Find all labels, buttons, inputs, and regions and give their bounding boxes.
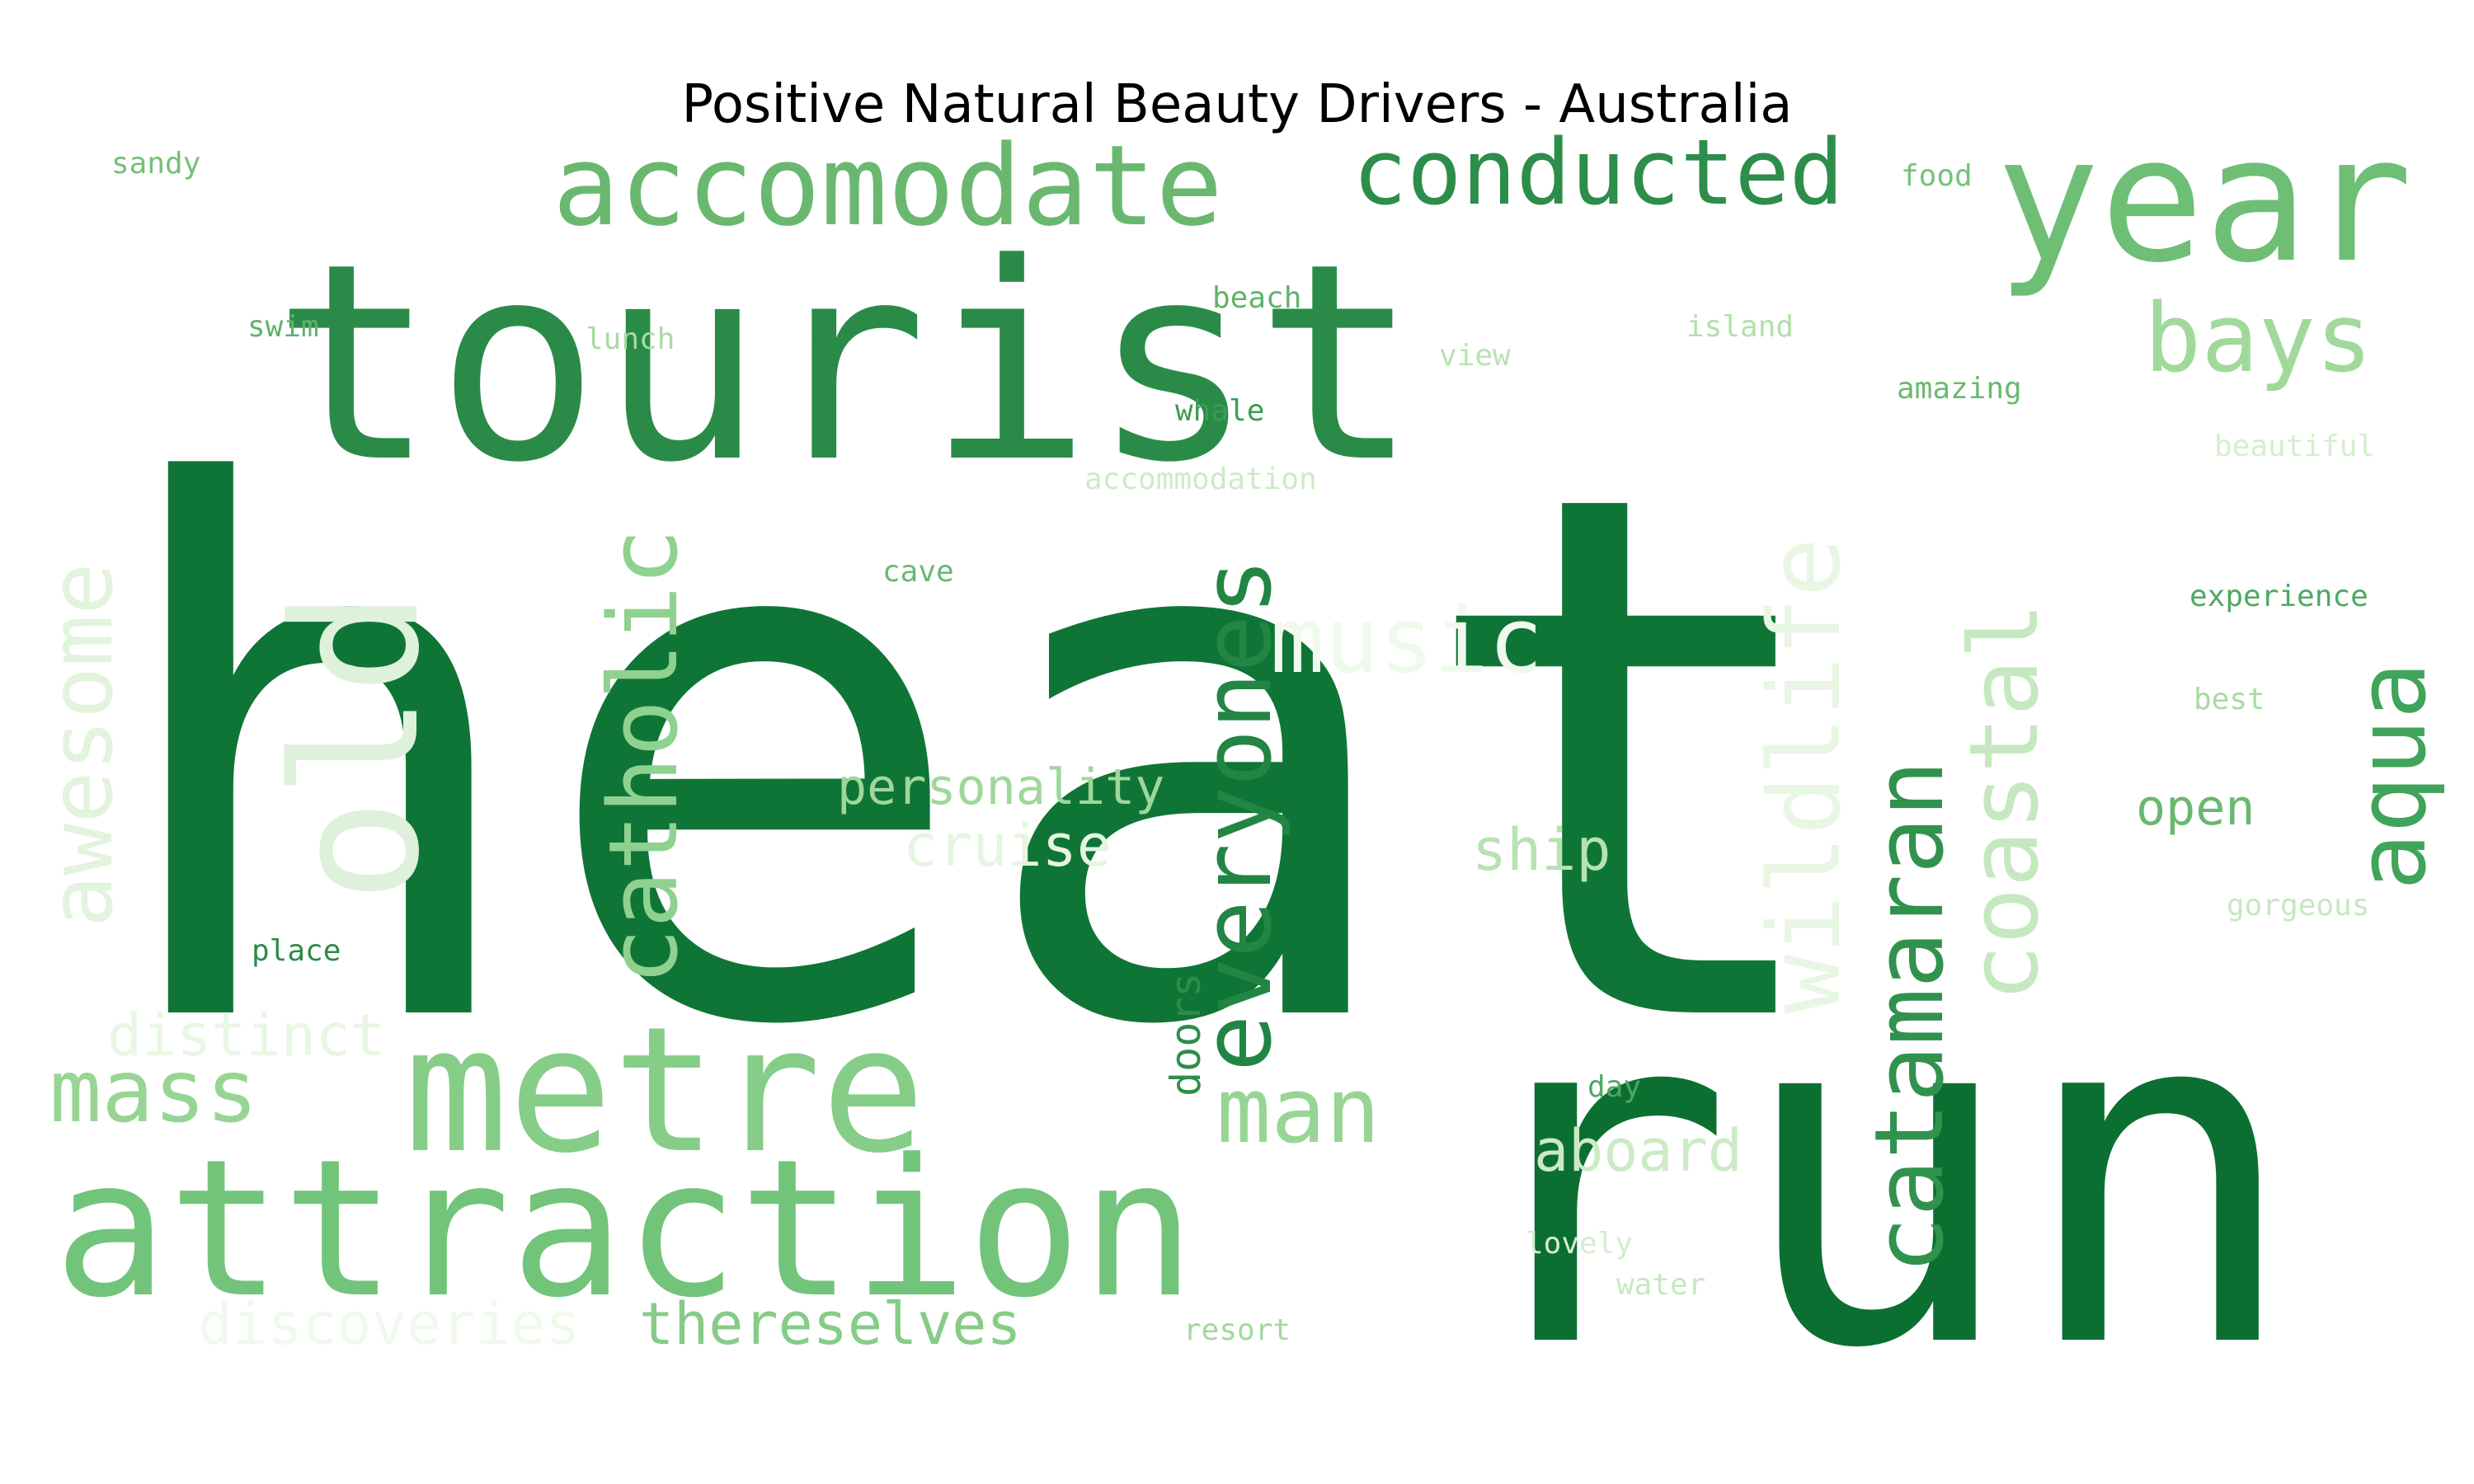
word-catamaran: catamaran (1855, 760, 1965, 1274)
word-coastal: coastal (1950, 602, 2060, 1002)
word-lunch: lunch (586, 322, 675, 356)
word-bays: bays (2144, 284, 2373, 394)
word-attraction: attraction (54, 1120, 1196, 1340)
word-island: island (1686, 310, 1794, 344)
word-lovely: lovely (1526, 1227, 1633, 1261)
word-cave: cave (882, 555, 954, 589)
word-awesome: awesome (31, 562, 132, 928)
word-gorgeous: gorgeous (2227, 889, 2369, 923)
word-mass: mass (49, 1041, 258, 1142)
word-music: music (1270, 588, 1543, 693)
word-distinct: distinct (107, 1002, 385, 1069)
word-food: food (1901, 159, 1973, 193)
word-old: old (256, 590, 458, 903)
word-doors: doors (1162, 972, 1210, 1097)
word-day: day (1587, 1070, 1641, 1104)
word-experience: experience (2189, 580, 2368, 613)
word-thereselves: thereselves (639, 1290, 1022, 1358)
word-ship: ship (1472, 816, 1611, 884)
word-metre: metre (404, 989, 925, 1191)
word-wildlife: wildlife (1748, 538, 1863, 1014)
chart-title: Positive Natural Beauty Drivers - Austra… (682, 74, 1793, 135)
word-everyones: everyones (1183, 558, 1293, 1072)
word-cruise: cruise (903, 812, 1112, 880)
word-amazing: amazing (1897, 372, 2022, 406)
word-place: place (252, 934, 341, 968)
word-best: best (2194, 683, 2265, 716)
word-swim: swim (247, 310, 319, 344)
word-accommodation: accommodation (1084, 463, 1317, 496)
word-beach: beach (1212, 281, 1301, 315)
word-resort: resort (1183, 1313, 1291, 1347)
word-run: run (1451, 904, 2301, 1451)
word-view: view (1439, 339, 1511, 373)
word-accomodate: accomodate (553, 121, 1223, 251)
word-tourist: tourist (272, 205, 1419, 522)
word-aqua: aqua (2337, 662, 2448, 890)
word-discoveries: discoveries (198, 1290, 581, 1358)
word-man: man (1216, 1058, 1380, 1163)
word-water: water (1616, 1268, 1705, 1302)
word-beautiful: beautiful (2214, 430, 2375, 463)
word-catholic: catholic (589, 528, 699, 985)
word-year: year (1996, 99, 2413, 301)
word-personality: personality (837, 758, 1164, 816)
word-heat: heat (99, 339, 1846, 1184)
word-conducted: conducted (1352, 120, 1844, 225)
word-sandy: sandy (111, 147, 200, 181)
word-open: open (2136, 779, 2255, 837)
word-aboard: aboard (1534, 1117, 1743, 1185)
word-whale: whale (1175, 394, 1264, 428)
